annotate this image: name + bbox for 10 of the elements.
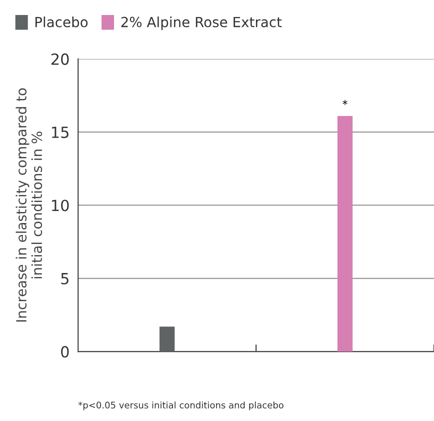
y-tick-label: 15	[52, 126, 68, 138]
legend-label: 2% Alpine Rose Extract	[121, 16, 282, 30]
y-tick-label: 5	[61, 273, 68, 284]
text: *p<0.05 versus initial conditions and placebo	[78, 402, 284, 410]
legend-label: Placebo	[35, 16, 88, 28]
y-tick-label: 10	[52, 200, 69, 212]
y-tick-label: 0	[61, 346, 69, 358]
annotation: *	[342, 100, 348, 105]
y-axis-title: Increase in elasticity compared to initial conditions in %	[16, 88, 42, 322]
y-tick-label: 20	[51, 53, 69, 65]
